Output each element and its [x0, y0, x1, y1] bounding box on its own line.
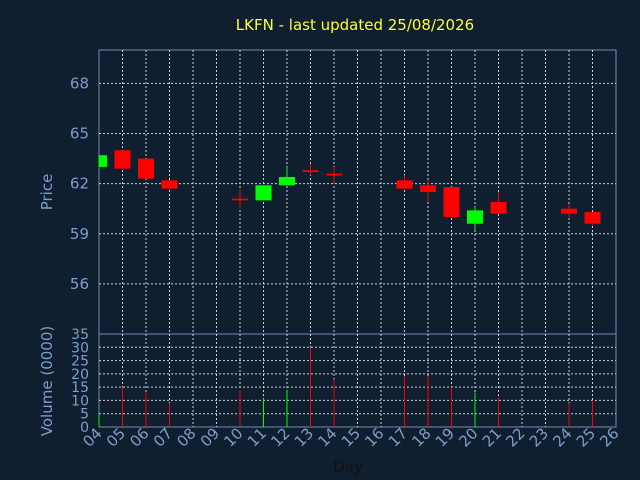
volume-tick-label: 25	[71, 354, 89, 370]
day-tick-label: 22	[502, 424, 528, 450]
day-tick-label: 20	[455, 424, 481, 450]
day-tick-label: 19	[432, 424, 458, 450]
volume-tick-label: 5	[80, 407, 89, 423]
day-tick-label: 17	[385, 424, 411, 450]
day-tick-label: 09	[197, 424, 223, 450]
candle-body	[490, 202, 507, 214]
candle-body	[232, 198, 248, 201]
day-tick-label: 15	[338, 424, 364, 450]
candle-body	[467, 210, 483, 224]
day-tick-label: 25	[573, 424, 599, 450]
candle-body	[326, 173, 342, 176]
candle-body	[396, 180, 413, 189]
volume-tick-label: 35	[71, 327, 89, 343]
day-axis: 0405060708091011121314151617181920212223…	[79, 424, 622, 450]
candle-body	[255, 185, 272, 201]
price-tick-label: 65	[70, 125, 89, 143]
candle-body	[114, 150, 131, 169]
day-tick-label: 21	[479, 424, 505, 450]
candle-body	[443, 186, 460, 218]
candle-body	[584, 212, 601, 224]
price-axis: 56 59 62 65 68	[70, 74, 89, 292]
day-tick-label: 11	[244, 424, 270, 450]
day-tick-label: 16	[361, 424, 387, 450]
candles	[98, 150, 601, 231]
price-tick-label: 56	[70, 275, 89, 293]
day-tick-label: 24	[549, 424, 575, 450]
chart-title: LKFN - last updated 25/08/2026	[236, 16, 474, 34]
day-tick-label: 07	[150, 424, 176, 450]
candle-body	[138, 158, 154, 179]
day-tick-label: 06	[126, 424, 152, 450]
day-axis-label: Day	[333, 458, 363, 476]
volume-tick-label: 30	[71, 340, 89, 356]
candle-body	[420, 185, 436, 192]
candle-body	[302, 170, 319, 172]
day-tick-label: 10	[220, 424, 246, 450]
day-tick-label: 12	[267, 424, 293, 450]
day-tick-label: 14	[314, 424, 340, 450]
day-tick-label: 05	[103, 424, 129, 450]
day-tick-label: 26	[596, 424, 622, 450]
day-tick-label: 18	[408, 424, 434, 450]
price-tick-label: 68	[70, 74, 89, 92]
volume-tick-label: 0	[80, 420, 89, 436]
day-tick-label: 08	[173, 424, 199, 450]
price-axis-label: Price	[38, 174, 56, 211]
candle-body	[161, 180, 178, 189]
price-tick-label: 59	[70, 225, 89, 243]
price-tick-label: 62	[70, 175, 89, 193]
grid-lines	[99, 50, 616, 427]
candle-body	[279, 176, 295, 186]
day-tick-label: 13	[291, 424, 317, 450]
day-tick-label: 23	[526, 424, 552, 450]
volume-tick-label: 10	[71, 393, 89, 409]
volume-bars	[98, 347, 593, 427]
volume-axis-label: Volume (0000)	[38, 326, 56, 436]
volume-tick-label: 20	[71, 367, 89, 383]
candle-body	[99, 155, 107, 167]
volume-tick-label: 15	[71, 380, 89, 396]
candle-body	[561, 208, 577, 214]
